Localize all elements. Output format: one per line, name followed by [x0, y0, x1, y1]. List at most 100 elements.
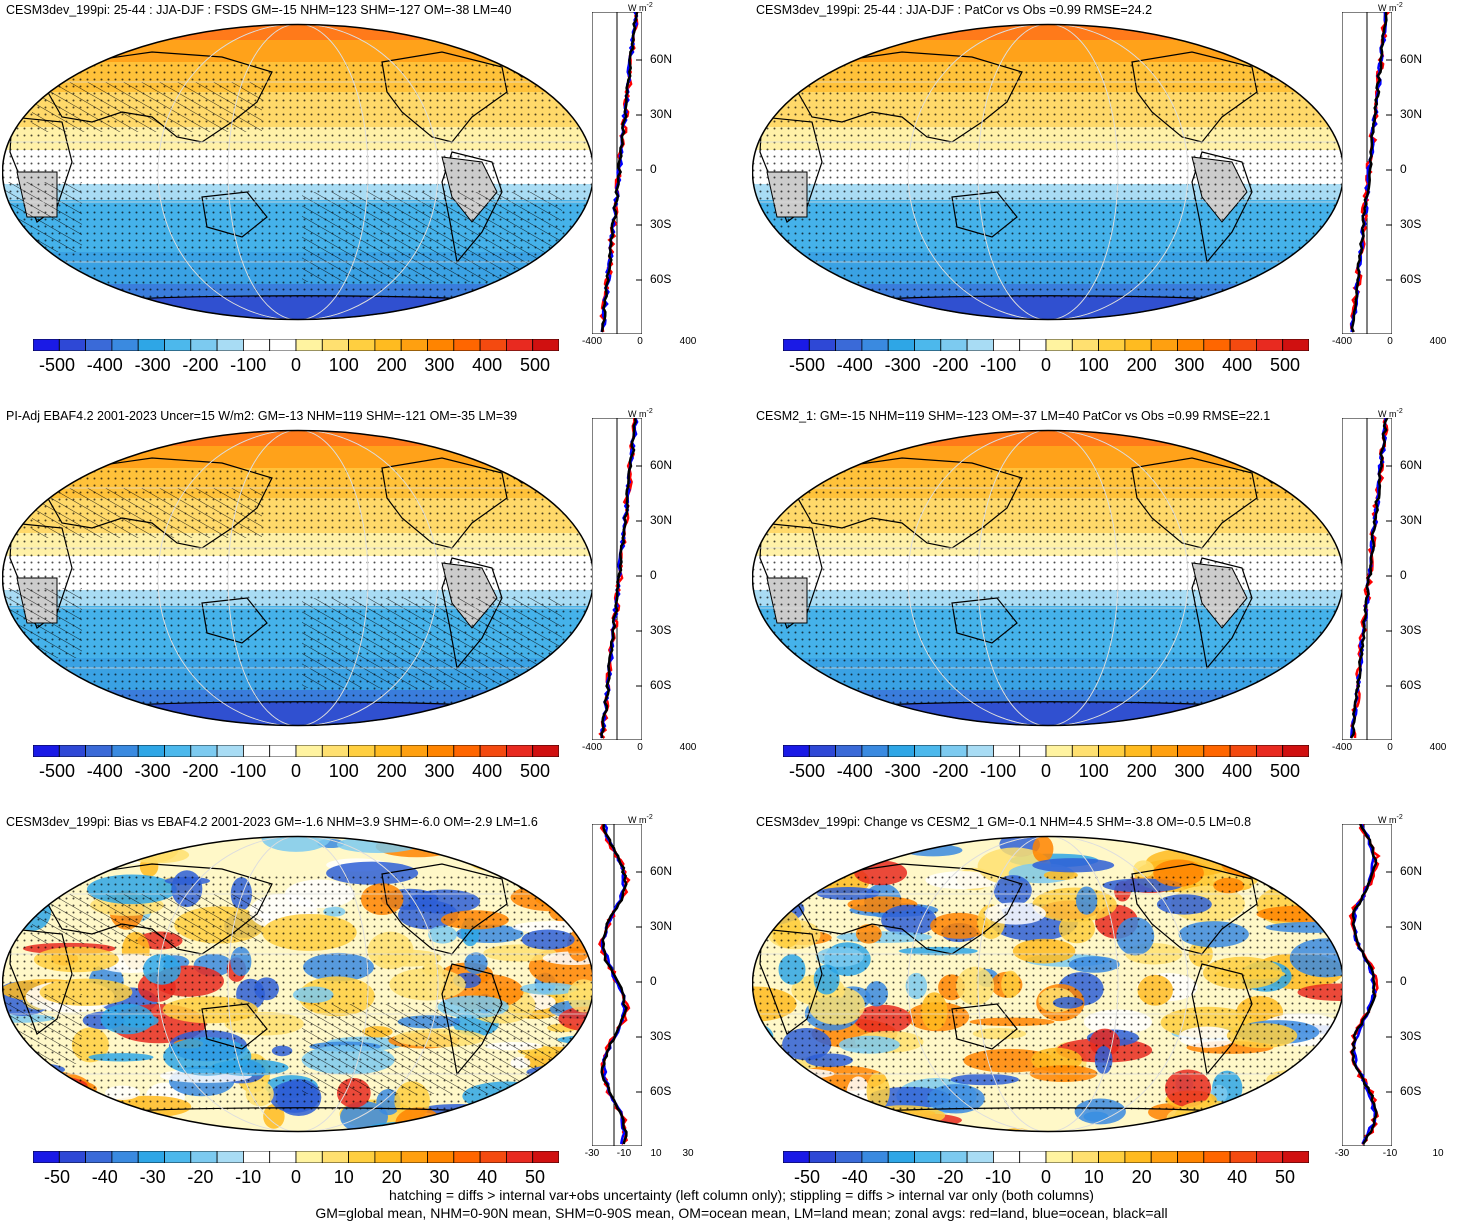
colorbar-swatch: [33, 745, 60, 757]
colorbar-label: 100: [328, 355, 359, 375]
graticule-lon: [977, 836, 1119, 1132]
colorbar-swatch: [1045, 745, 1073, 757]
map-blob: [535, 836, 558, 863]
colorbar-swatch: [861, 745, 889, 757]
colorbar-label: 200: [376, 761, 407, 781]
zonal-unit-label: W m-2: [628, 2, 653, 13]
colorbar-label: 200: [1126, 761, 1157, 781]
unit-text: W m: [1378, 3, 1397, 13]
stippling: [752, 874, 1344, 1114]
unit-exponent: -2: [646, 408, 653, 415]
colorbar-label: 300: [1174, 355, 1205, 375]
colorbar-label: -200: [182, 761, 219, 781]
colorbar-swatch: [808, 339, 836, 351]
colorbar-swatch: [269, 745, 297, 757]
zonal-unit-label: W m-2: [1378, 814, 1403, 825]
zonal-y-tick-label: 30N: [1400, 107, 1423, 121]
map-band: [752, 40, 1344, 63]
zonal-plot-frame: [1342, 824, 1392, 1146]
map-blob: [502, 847, 594, 887]
colorbar-swatch: [348, 1151, 376, 1163]
colorbar: [783, 1151, 1309, 1163]
colorbar-swatch: [966, 745, 994, 757]
colorbar-swatch: [295, 1151, 323, 1163]
colorbar-label: -300: [884, 761, 921, 781]
colorbar-swatch: [321, 745, 349, 757]
colorbar-label: -300: [134, 761, 171, 781]
map-blob: [87, 836, 129, 844]
colorbar-swatch: [58, 745, 86, 757]
map-band: [2, 40, 594, 63]
colorbar-label: 0: [1040, 1167, 1052, 1187]
panel-title: CESM3dev_199pi: 25-44 : JJA-DJF : FSDS G…: [6, 3, 512, 17]
colorbar-swatch: [295, 339, 323, 351]
colorbar-swatch: [85, 1151, 113, 1163]
zonal-unit-label: W m-2: [628, 814, 653, 825]
map-blob: [790, 859, 847, 870]
map-blob: [1032, 836, 1054, 863]
colorbar-swatch: [887, 1151, 915, 1163]
colorbar-swatch: [1229, 339, 1257, 351]
colorbar-swatch: [505, 745, 534, 757]
colorbar-swatch: [348, 745, 376, 757]
colorbar-swatch: [137, 745, 165, 757]
zonal-y-tick-label: 60S: [650, 272, 672, 286]
colorbar-swatch: [479, 1151, 507, 1163]
map-blob: [818, 1124, 901, 1132]
colorbar-label: 500: [1269, 761, 1301, 781]
colorbar-swatch: [914, 1151, 942, 1163]
colorbar-label: 100: [1078, 761, 1109, 781]
colorbar-swatch: [242, 339, 271, 351]
map-blob: [752, 1092, 796, 1110]
colorbar-labels: -500 -400 -300 -200 -100 0 100 200 300 400 500: [783, 355, 1309, 377]
colorbar-label: 50: [524, 1167, 546, 1187]
colorbar-swatch: [400, 1151, 428, 1163]
colorbar-label: 300: [424, 761, 455, 781]
panel-title: CESM3dev_199pi: 25-44 : JJA-DJF : PatCor…: [756, 3, 1153, 17]
colorbar-swatch: [295, 745, 323, 757]
stippling: [752, 62, 1344, 302]
colorbar-swatch: [1019, 339, 1047, 351]
unit-text: W m: [628, 815, 647, 825]
colorbar-label: -50: [793, 1167, 821, 1187]
colorbar-swatch: [914, 745, 942, 757]
colorbar-swatch: [58, 1151, 86, 1163]
map-band: [2, 446, 594, 469]
zonal-y-tick-label: 30N: [650, 107, 673, 121]
zonal-y-tick-label: 60S: [1400, 678, 1422, 692]
colorbar-label: -40: [841, 1167, 868, 1187]
zonal-average-plot: W m-2 60N 30N 0 30S 60S -400 0 400: [1332, 406, 1483, 766]
colorbar-swatch: [1150, 1151, 1178, 1163]
zonal-plot-area: [592, 12, 642, 334]
unit-exponent: -2: [646, 2, 653, 9]
colorbar-label: 500: [519, 761, 551, 781]
colorbar-label: -100: [980, 761, 1017, 781]
map-blob: [1267, 1076, 1297, 1113]
colorbar-swatch: [1282, 339, 1309, 351]
graticule-lon: [977, 24, 1119, 320]
zonal-y-tick-label: 30N: [1400, 919, 1423, 933]
colorbar: [783, 339, 1309, 351]
colorbar-label: 10: [1083, 1167, 1104, 1187]
colorbar-swatch: [1177, 745, 1205, 757]
colorbar-label: -100: [230, 761, 267, 781]
zonal-average-plot: W m-2 60N 30N 0 30S 60S -30 -10 10: [1335, 812, 1483, 1172]
zonal-y-tick-label: 0: [650, 974, 657, 988]
zonal-y-tick-label: 60N: [650, 52, 673, 66]
map-blob: [913, 836, 939, 841]
colorbar-swatch: [242, 1151, 271, 1163]
colorbar-swatch: [940, 745, 968, 757]
map-blob: [2, 1112, 45, 1132]
colorbar-swatch: [164, 745, 192, 757]
zonal-y-tick-label: 0: [650, 162, 657, 176]
colorbar-swatch: [992, 339, 1021, 351]
colorbar-swatch: [374, 1151, 402, 1163]
colorbar-label: -500: [788, 355, 826, 375]
colorbar-label: 400: [1222, 355, 1253, 375]
map-blob: [261, 836, 331, 852]
colorbar-swatch: [992, 1151, 1021, 1163]
zonal-y-tick-label: 60S: [650, 678, 672, 692]
zonal-x-tick-label: -400: [581, 336, 603, 347]
zonal-line-all: [1350, 12, 1388, 333]
map-blob: [551, 838, 594, 861]
